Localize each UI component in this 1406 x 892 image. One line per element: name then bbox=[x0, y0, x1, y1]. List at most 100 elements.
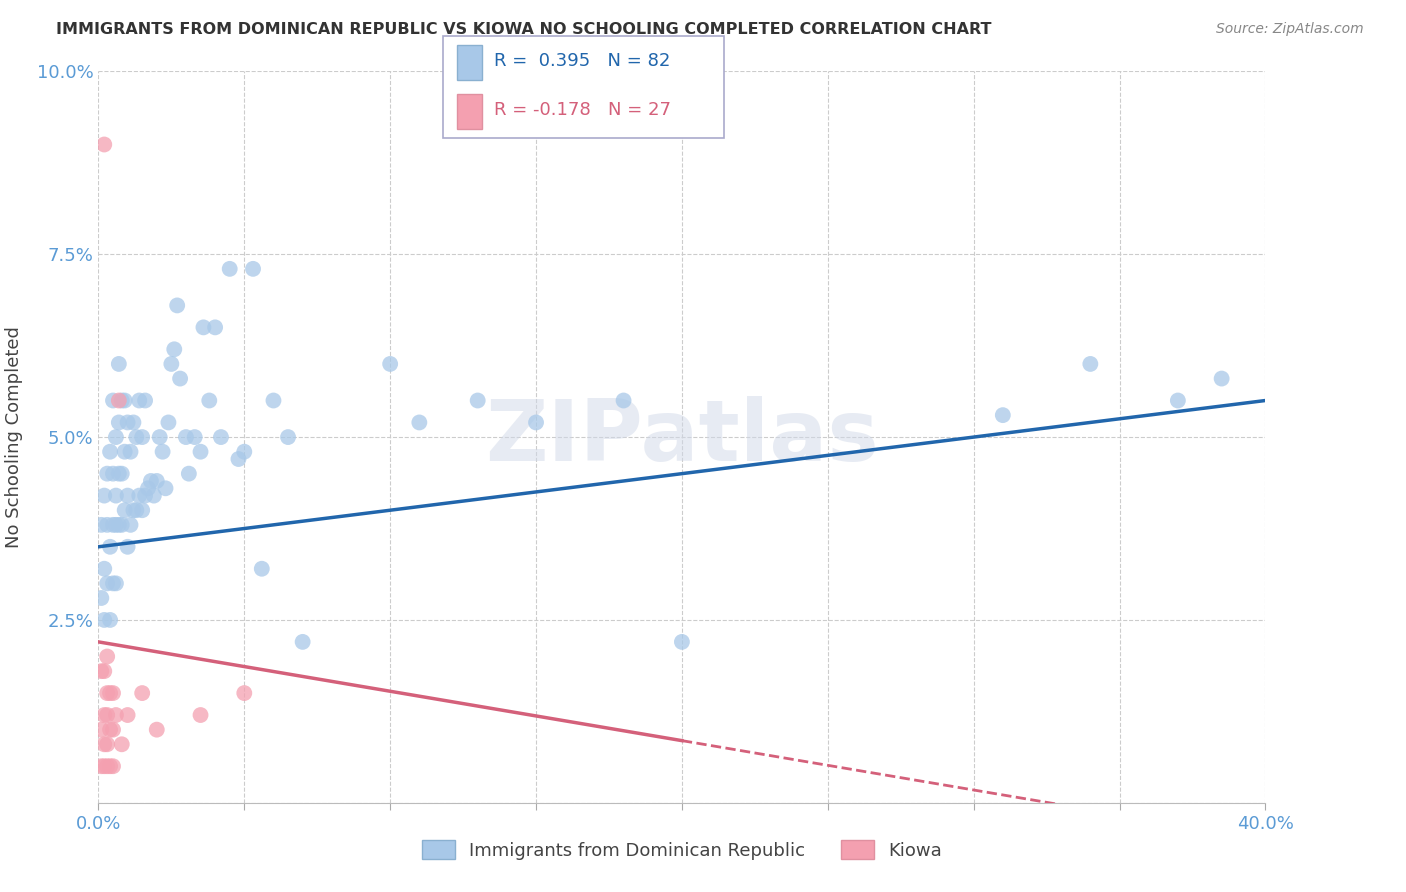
Text: R = -0.178   N = 27: R = -0.178 N = 27 bbox=[494, 101, 671, 119]
Point bbox=[108, 467, 131, 481]
Point bbox=[1211, 371, 1233, 385]
Text: Source: ZipAtlas.com: Source: ZipAtlas.com bbox=[1216, 22, 1364, 37]
Point bbox=[90, 517, 112, 532]
Point bbox=[98, 759, 121, 773]
Point bbox=[101, 686, 124, 700]
Text: IMMIGRANTS FROM DOMINICAN REPUBLIC VS KIOWA NO SCHOOLING COMPLETED CORRELATION C: IMMIGRANTS FROM DOMINICAN REPUBLIC VS KI… bbox=[56, 22, 991, 37]
Point bbox=[90, 664, 112, 678]
Point bbox=[111, 737, 134, 751]
Point bbox=[125, 503, 148, 517]
Point bbox=[131, 503, 153, 517]
Point bbox=[233, 444, 256, 458]
Point bbox=[198, 393, 221, 408]
Point bbox=[117, 708, 139, 723]
Point bbox=[96, 467, 118, 481]
Point bbox=[101, 576, 124, 591]
Point bbox=[131, 430, 153, 444]
Point bbox=[250, 562, 273, 576]
Text: R =  0.395   N = 82: R = 0.395 N = 82 bbox=[494, 52, 669, 70]
Point bbox=[98, 444, 121, 458]
Point bbox=[146, 474, 169, 488]
Point bbox=[380, 357, 402, 371]
Legend: Immigrants from Dominican Republic, Kiowa: Immigrants from Dominican Republic, Kiow… bbox=[415, 833, 949, 867]
Point bbox=[117, 540, 139, 554]
Point bbox=[96, 649, 118, 664]
Point bbox=[96, 737, 118, 751]
Point bbox=[128, 489, 150, 503]
Point bbox=[111, 393, 134, 408]
Point bbox=[90, 759, 112, 773]
Point bbox=[169, 371, 191, 385]
Point bbox=[209, 430, 232, 444]
Point bbox=[120, 517, 142, 532]
Point bbox=[93, 759, 115, 773]
Point bbox=[96, 576, 118, 591]
Point bbox=[149, 430, 172, 444]
Point bbox=[125, 430, 148, 444]
Point bbox=[101, 759, 124, 773]
Point bbox=[98, 613, 121, 627]
Point bbox=[242, 261, 264, 276]
Point bbox=[163, 343, 186, 357]
Point bbox=[101, 723, 124, 737]
Point bbox=[93, 708, 115, 723]
Point bbox=[134, 393, 156, 408]
Point bbox=[262, 393, 284, 408]
Point bbox=[117, 416, 139, 430]
Point bbox=[93, 489, 115, 503]
Point bbox=[101, 517, 124, 532]
Point bbox=[101, 393, 124, 408]
Point bbox=[108, 517, 131, 532]
Point bbox=[108, 416, 131, 430]
Point bbox=[104, 517, 127, 532]
Point bbox=[291, 635, 314, 649]
Point bbox=[108, 357, 131, 371]
Point bbox=[467, 393, 489, 408]
Point bbox=[155, 481, 177, 495]
Point bbox=[228, 452, 250, 467]
Point bbox=[96, 686, 118, 700]
Point bbox=[93, 737, 115, 751]
Y-axis label: No Schooling Completed: No Schooling Completed bbox=[4, 326, 22, 548]
Point bbox=[174, 430, 197, 444]
Point bbox=[991, 408, 1014, 422]
Point bbox=[114, 444, 136, 458]
Point bbox=[1080, 357, 1102, 371]
Point bbox=[90, 723, 112, 737]
Point bbox=[190, 444, 212, 458]
Point bbox=[98, 540, 121, 554]
Point bbox=[139, 474, 162, 488]
Point bbox=[277, 430, 299, 444]
Point bbox=[93, 562, 115, 576]
Point bbox=[93, 664, 115, 678]
Point bbox=[108, 393, 131, 408]
Point bbox=[671, 635, 693, 649]
Point bbox=[157, 416, 180, 430]
Point bbox=[93, 137, 115, 152]
Point bbox=[120, 444, 142, 458]
Point bbox=[122, 503, 145, 517]
Point bbox=[93, 613, 115, 627]
Point bbox=[114, 393, 136, 408]
Point bbox=[136, 481, 159, 495]
Point bbox=[233, 686, 256, 700]
Point bbox=[104, 708, 127, 723]
Point bbox=[128, 393, 150, 408]
Point bbox=[152, 444, 174, 458]
Point bbox=[524, 416, 547, 430]
Point bbox=[146, 723, 169, 737]
Point bbox=[166, 298, 188, 312]
Point bbox=[612, 393, 634, 408]
Point bbox=[177, 467, 200, 481]
Point bbox=[204, 320, 226, 334]
Point bbox=[117, 489, 139, 503]
Point bbox=[1167, 393, 1189, 408]
Point bbox=[96, 759, 118, 773]
Point bbox=[104, 489, 127, 503]
Point bbox=[114, 503, 136, 517]
Point bbox=[160, 357, 183, 371]
Point bbox=[111, 517, 134, 532]
Point bbox=[142, 489, 165, 503]
Point bbox=[183, 430, 205, 444]
Point bbox=[104, 576, 127, 591]
